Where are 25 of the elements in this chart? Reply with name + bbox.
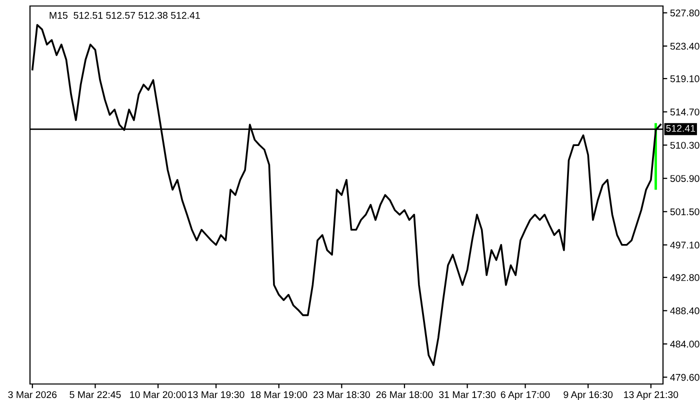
y-tick-label: 510.30 bbox=[670, 142, 700, 149]
y-tick-label: 492.80 bbox=[670, 274, 700, 282]
x-tick-label: 5 Mar 22:45 bbox=[70, 391, 121, 398]
x-tick-label: 31 Mar 17:30 bbox=[439, 391, 496, 398]
x-tick-label: 3 Mar 2026 bbox=[8, 391, 57, 398]
y-tick-label: 523.40 bbox=[670, 42, 700, 50]
y-tick-label: 484.00 bbox=[670, 340, 700, 348]
y-tick-label: 505.90 bbox=[670, 175, 700, 182]
ref-line-label: 512.41 bbox=[666, 124, 696, 132]
y-tick-label: 514.70 bbox=[670, 108, 700, 116]
y-tick-label: 527.80 bbox=[670, 10, 700, 16]
y-tick-label: 479.60 bbox=[670, 374, 700, 381]
y-tick-label: 501.50 bbox=[670, 208, 700, 216]
x-tick-label: 9 Apr 16:30 bbox=[564, 391, 613, 400]
chart-title: M15 512.51 512.57 512.38 512.41 bbox=[50, 12, 200, 19]
x-tick-label: 23 Mar 18:30 bbox=[314, 391, 370, 398]
x-tick-label: 13 Apr 21:30 bbox=[624, 391, 678, 400]
x-tick-label: 13 Mar 19:30 bbox=[188, 391, 244, 398]
y-tick-label: 488.40 bbox=[670, 307, 700, 314]
y-tick-label: 497.10 bbox=[670, 242, 700, 249]
x-tick-label: 18 Mar 19:00 bbox=[250, 391, 308, 398]
x-tick-label: 6 Apr 17:00 bbox=[500, 391, 550, 400]
x-tick-label: 10 Mar 20:00 bbox=[130, 391, 186, 398]
y-tick-label: 519.10 bbox=[670, 75, 700, 82]
x-tick-label: 26 Mar 18:00 bbox=[376, 391, 433, 398]
